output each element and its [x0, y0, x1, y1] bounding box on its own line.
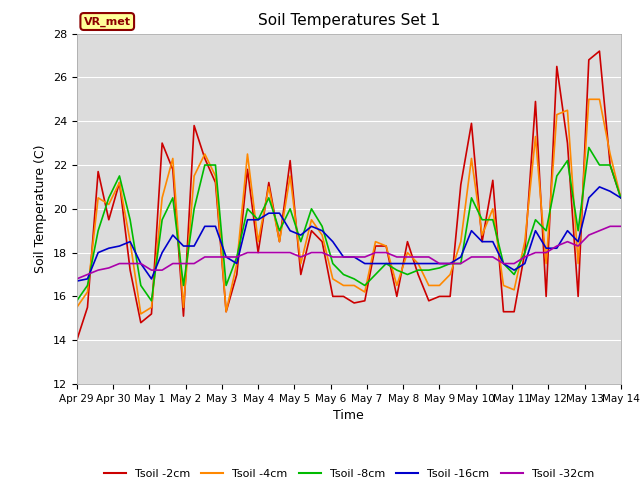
X-axis label: Time: Time [333, 409, 364, 422]
Legend: Tsoil -2cm, Tsoil -4cm, Tsoil -8cm, Tsoil -16cm, Tsoil -32cm: Tsoil -2cm, Tsoil -4cm, Tsoil -8cm, Tsoi… [99, 465, 598, 480]
Y-axis label: Soil Temperature (C): Soil Temperature (C) [35, 144, 47, 273]
Title: Soil Temperatures Set 1: Soil Temperatures Set 1 [258, 13, 440, 28]
Text: VR_met: VR_met [84, 16, 131, 27]
